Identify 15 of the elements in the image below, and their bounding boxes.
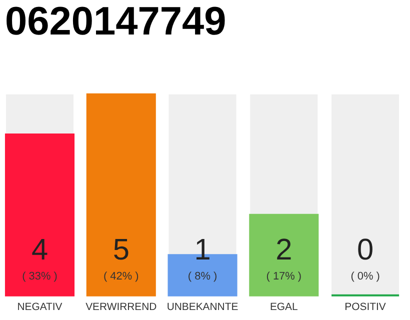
annotation: ( 8% ) (188, 270, 218, 282)
annotation: ( 42% ) (103, 270, 139, 282)
x-tick-label: EGAL (270, 302, 298, 313)
annotation: ( 17% ) (266, 270, 302, 282)
x-tick-label: UNBEKANNTE (166, 302, 238, 313)
x-tick-label: VERWIRREND (86, 302, 158, 313)
annotation: ( 0% ) (350, 270, 380, 282)
data-label: 2 (276, 234, 292, 267)
data-label: 5 (112, 234, 130, 267)
chart-title: 0620147749 (4, 0, 226, 44)
data-label: 0 (356, 234, 374, 267)
data-label: 4 (31, 234, 48, 267)
x-tick-label: NEGATIV (17, 302, 62, 313)
annotation: ( 33% ) (22, 270, 58, 282)
x-tick-label: POSITIV (344, 302, 386, 313)
